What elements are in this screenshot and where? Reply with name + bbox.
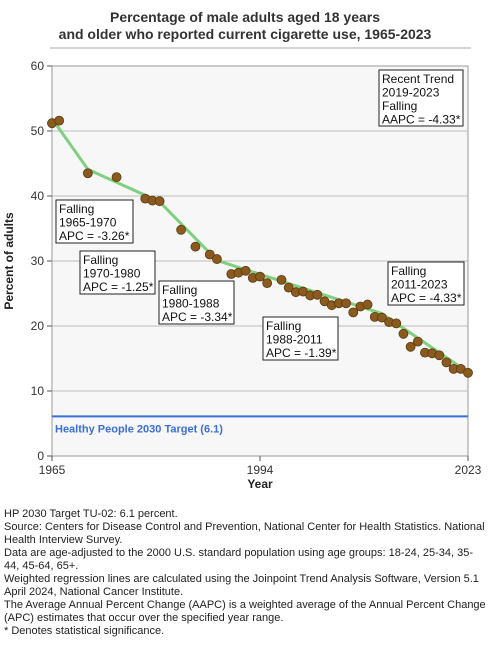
annotation-text: 1988-2011 bbox=[266, 333, 323, 347]
data-point bbox=[412, 336, 423, 347]
x-tick-label: 1965 bbox=[39, 463, 66, 477]
data-points bbox=[47, 115, 473, 378]
data-point bbox=[283, 282, 294, 293]
data-point bbox=[341, 298, 351, 309]
data-point bbox=[348, 307, 359, 318]
data-point bbox=[240, 265, 251, 276]
y-tick-label: 60 bbox=[31, 59, 45, 73]
y-tick-label: 20 bbox=[31, 319, 45, 333]
annotation-text: APC = -3.26* bbox=[59, 229, 130, 243]
data-point bbox=[190, 241, 201, 252]
annotation-text: 1980-1988 bbox=[162, 297, 220, 311]
annotation-box bbox=[387, 261, 465, 306]
annotation-text: Falling bbox=[266, 319, 301, 333]
data-point bbox=[434, 350, 445, 361]
annotation-text: Falling bbox=[162, 283, 197, 297]
footnote-significance: * Denotes statistical significance. bbox=[4, 625, 165, 637]
annotation-text: 1970-1980 bbox=[83, 267, 141, 281]
chart-title-line-2: and older who reported current cigarette… bbox=[59, 26, 432, 42]
annotation-box bbox=[262, 316, 339, 361]
data-point bbox=[82, 168, 93, 179]
data-point bbox=[276, 274, 287, 285]
y-tick-label: 50 bbox=[31, 124, 45, 138]
annotation-text: APC = -1.25* bbox=[83, 280, 154, 294]
footnote-source: Source: Centers for Disease Control and … bbox=[4, 521, 485, 546]
target-line-group: Healthy People 2030 Target (6.1) bbox=[52, 415, 468, 436]
annotation-text: 2019-2023 bbox=[382, 86, 440, 100]
data-point bbox=[154, 196, 165, 207]
gridlines bbox=[52, 130, 468, 392]
footnotes: HP 2030 Target TU-02: 6.1 percent. Sourc… bbox=[4, 508, 488, 638]
data-point bbox=[54, 115, 65, 126]
annotation-box bbox=[55, 199, 134, 244]
data-point bbox=[398, 328, 409, 339]
y-tick-label: 40 bbox=[31, 189, 45, 203]
annotation-text: AAPC = -4.33* bbox=[382, 113, 461, 127]
annotation-box bbox=[378, 69, 464, 127]
annotation-text: Recent Trend bbox=[382, 72, 454, 86]
data-point bbox=[441, 357, 452, 368]
annotation-text: Falling bbox=[391, 264, 426, 278]
data-point bbox=[463, 367, 473, 378]
x-tick-label: 1994 bbox=[247, 463, 274, 477]
data-point bbox=[176, 224, 187, 235]
footnote-target: HP 2030 Target TU-02: 6.1 percent. bbox=[4, 508, 178, 520]
target-label: Healthy People 2030 Target (6.1) bbox=[55, 424, 223, 436]
y-axis-label: Percent of adults bbox=[2, 212, 16, 310]
annotation-text: APC = -4.33* bbox=[391, 291, 462, 305]
chart: Percentage of male adults aged 18 years … bbox=[2, 9, 482, 491]
footnote-aapc: The Average Annual Percent Change (AAPC)… bbox=[4, 599, 486, 624]
y-tick-label: 0 bbox=[37, 449, 44, 463]
data-point bbox=[391, 318, 402, 329]
annotation-text: 2011-2023 bbox=[391, 278, 448, 292]
annotation-text: APC = -1.39* bbox=[266, 346, 337, 360]
data-point bbox=[405, 341, 416, 352]
x-axis-label: Year bbox=[247, 477, 273, 491]
data-point bbox=[377, 312, 387, 323]
annotation-text: Falling bbox=[59, 202, 94, 216]
annotation-box bbox=[79, 250, 156, 295]
data-point bbox=[204, 249, 215, 260]
data-point bbox=[362, 299, 373, 310]
footnote-age-adjust: Data are age-adjusted to the 2000 U.S. s… bbox=[4, 547, 474, 572]
annotation-box bbox=[158, 280, 235, 325]
data-point bbox=[111, 172, 122, 183]
data-point bbox=[312, 289, 323, 300]
data-point bbox=[212, 254, 222, 264]
annotation-text: Falling bbox=[83, 253, 118, 267]
data-point bbox=[262, 278, 273, 289]
annotation-text: Falling bbox=[382, 99, 417, 113]
annotation-text: APC = -3.34* bbox=[162, 310, 233, 324]
y-tick-label: 30 bbox=[31, 254, 45, 268]
y-tick-label: 10 bbox=[31, 384, 45, 398]
chart-title-line-1: Percentage of male adults aged 18 years bbox=[110, 9, 380, 25]
axes: 0 10 20 30 40 50 60 1965 1994 2023 bbox=[31, 59, 482, 477]
footnote-joinpoint: Weighted regression lines are calculated… bbox=[4, 573, 479, 598]
x-tick-label: 2023 bbox=[455, 463, 482, 477]
data-point bbox=[255, 271, 265, 282]
annotation-text: 1965-1970 bbox=[59, 216, 117, 230]
